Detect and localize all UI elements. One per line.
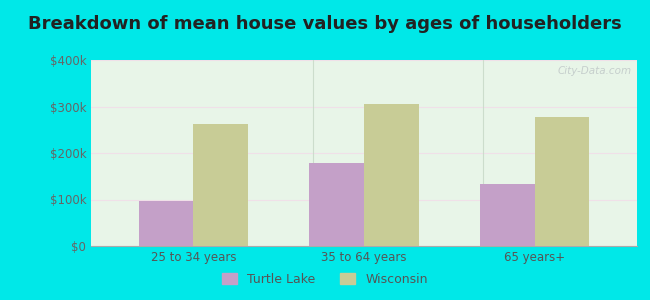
Bar: [534, 117, 590, 246]
Legend: Turtle Lake, Wisconsin: Turtle Lake, Wisconsin: [217, 268, 433, 291]
Bar: [309, 163, 364, 246]
Text: City-Data.com: City-Data.com: [558, 66, 632, 76]
Bar: [139, 201, 194, 246]
Text: Breakdown of mean house values by ages of householders: Breakdown of mean house values by ages o…: [28, 15, 622, 33]
Bar: [194, 124, 248, 246]
Bar: [480, 184, 534, 246]
Bar: [364, 104, 419, 246]
